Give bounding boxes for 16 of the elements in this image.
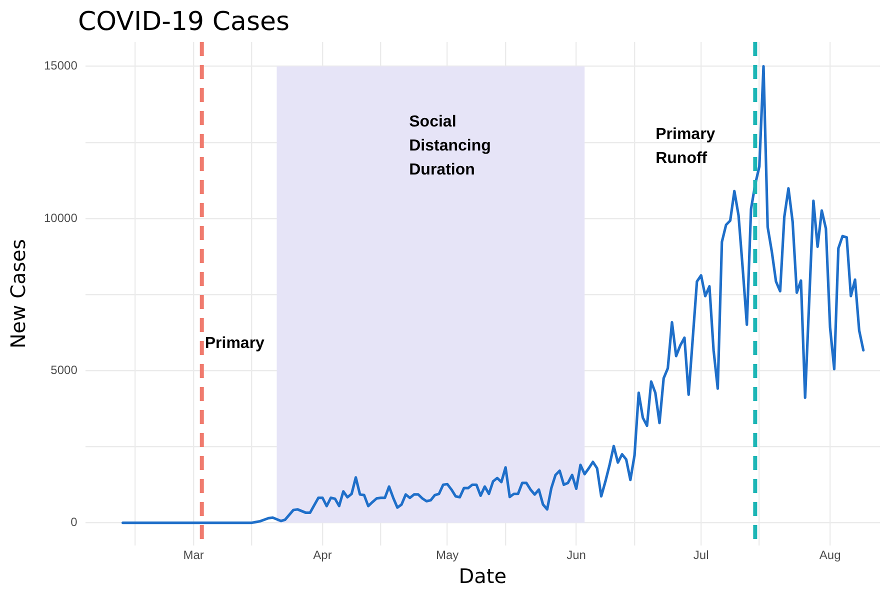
x-tick-label: Apr (313, 548, 332, 562)
y-tick-label: 15000 (44, 58, 78, 73)
x-tick-label: Jul (693, 548, 709, 562)
x-tick-label: May (436, 548, 459, 562)
y-tick-label: 0 (70, 515, 78, 530)
x-tick-label: Jun (566, 548, 586, 562)
ref-line-label: Primary (204, 334, 265, 352)
band-label: Social Distancing Duration (409, 113, 491, 178)
ref-line-label: Primary Runoff (656, 126, 716, 167)
x-tick-label: Aug (819, 548, 841, 562)
chart-title: COVID-19 Cases (78, 7, 290, 37)
y-tick-label: 10000 (44, 210, 78, 225)
y-tick-label: 5000 (50, 362, 78, 377)
x-axis-title: Date (458, 564, 507, 588)
x-tick-label: Mar (183, 548, 204, 562)
y-axis-title: New Cases (6, 239, 30, 348)
